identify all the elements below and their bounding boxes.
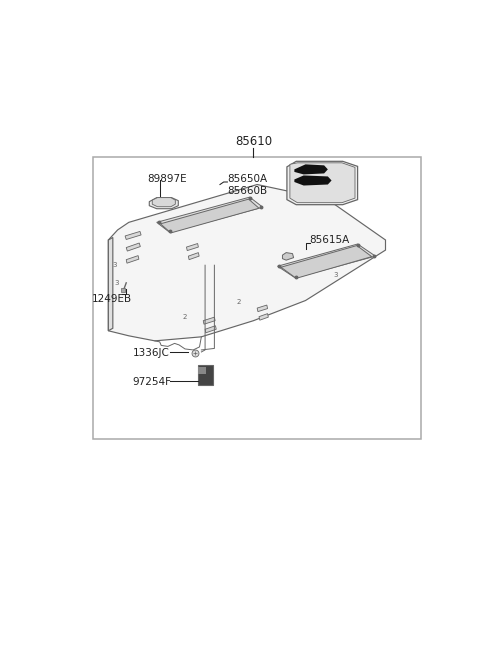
- Polygon shape: [160, 199, 259, 233]
- Text: 3: 3: [333, 272, 337, 278]
- Polygon shape: [108, 238, 113, 331]
- Polygon shape: [126, 243, 140, 251]
- Text: 97254F: 97254F: [132, 377, 171, 387]
- Polygon shape: [294, 164, 328, 174]
- Polygon shape: [205, 326, 216, 333]
- Text: 1336JC: 1336JC: [132, 348, 169, 358]
- Polygon shape: [156, 197, 263, 233]
- Polygon shape: [149, 198, 178, 209]
- Text: 3: 3: [112, 262, 117, 268]
- Polygon shape: [152, 198, 175, 207]
- Polygon shape: [287, 161, 358, 204]
- Polygon shape: [125, 231, 141, 240]
- Text: 85650A: 85650A: [228, 174, 267, 185]
- Polygon shape: [203, 317, 215, 324]
- Polygon shape: [259, 314, 268, 320]
- Text: 85615A: 85615A: [309, 235, 349, 245]
- Polygon shape: [257, 305, 267, 312]
- Bar: [94, 157, 421, 440]
- Text: 85610: 85610: [235, 135, 272, 148]
- Polygon shape: [281, 246, 372, 278]
- Polygon shape: [294, 176, 332, 185]
- Text: 1249EB: 1249EB: [92, 294, 132, 304]
- Polygon shape: [108, 185, 385, 341]
- Polygon shape: [277, 244, 375, 278]
- Text: 3: 3: [114, 280, 119, 286]
- Bar: [198, 365, 213, 385]
- Polygon shape: [282, 253, 294, 260]
- Polygon shape: [290, 163, 355, 202]
- Text: 2: 2: [182, 314, 187, 320]
- Bar: [198, 367, 206, 374]
- Polygon shape: [126, 255, 139, 263]
- Text: 2: 2: [236, 299, 241, 305]
- Polygon shape: [188, 253, 199, 259]
- Polygon shape: [186, 244, 198, 251]
- Text: 89897E: 89897E: [147, 174, 187, 185]
- Text: 85660B: 85660B: [228, 185, 267, 196]
